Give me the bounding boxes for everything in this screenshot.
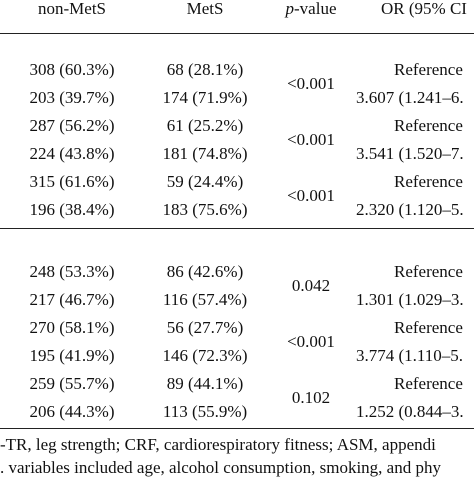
footnote-adjustment: . variables included age, alcohol consum… <box>0 458 441 477</box>
table-cell-or: 1.252 (0.844–3. <box>356 402 464 421</box>
table-cell-or: Reference <box>394 172 463 191</box>
table-cell-or: Reference <box>394 318 463 337</box>
table-cell-or: 3.774 (1.110–5. <box>356 346 464 365</box>
header-rule <box>0 33 474 34</box>
table-cell-or: 2.320 (1.120–5. <box>356 200 464 219</box>
footnote-abbreviations: -TR, leg strength; CRF, cardiorespirator… <box>0 435 436 454</box>
header-or: OR (95% CI <box>381 0 467 18</box>
table-cell-or: Reference <box>394 116 463 135</box>
bottom-rule <box>0 428 474 429</box>
section-rule <box>0 228 474 229</box>
table-cell-or: 3.541 (1.520–7. <box>356 144 464 163</box>
table-cell-or: Reference <box>394 374 463 393</box>
table-cell-or: Reference <box>394 262 463 281</box>
table-cell-or: 3.607 (1.241–6. <box>356 88 464 107</box>
table-cell-or: Reference <box>394 60 463 79</box>
table-cell-or: 1.301 (1.029–3. <box>356 290 464 309</box>
